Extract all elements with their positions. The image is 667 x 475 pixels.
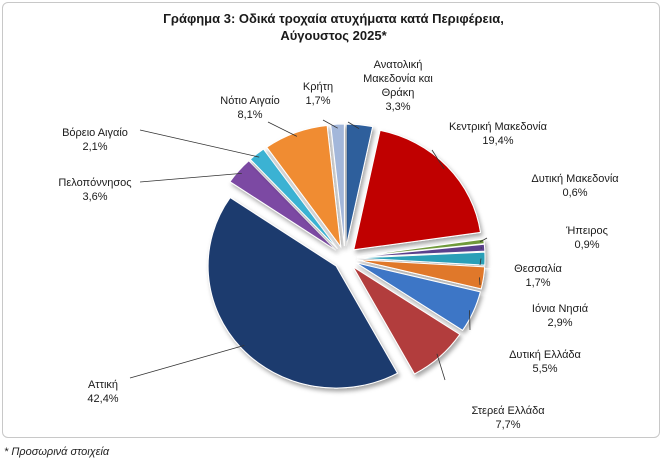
- slice-label: Ανατολική Μακεδονία και Θράκη 3,3%: [352, 58, 444, 114]
- value-label: 42,4%: [87, 393, 119, 405]
- pie-slice: [353, 129, 482, 251]
- slice-label: Στερεά Ελλάδα 7,7%: [471, 404, 544, 432]
- category-label: Δυτική Μακεδονία: [531, 173, 619, 185]
- chart-frame: [2, 2, 660, 438]
- value-label: 0,6%: [562, 187, 588, 199]
- leader-line: [139, 172, 242, 183]
- slice-label: Δυτική Μακεδονία 0,6%: [531, 172, 618, 200]
- pie-slice: [355, 262, 481, 332]
- value-label: 0,9%: [574, 239, 600, 251]
- leader-line: [436, 353, 446, 381]
- slice-label: Πελοπόννησος 3,6%: [58, 176, 131, 204]
- slice-label: Βόρειο Αιγαίο 2,1%: [62, 126, 128, 154]
- slice-label: Νότιο Αιγαίο 8,1%: [220, 94, 279, 122]
- category-label: Δυτική Ελλάδα: [509, 349, 581, 361]
- pie-slice: [356, 243, 486, 258]
- category-label: Κρήτη: [302, 81, 334, 93]
- category-label: Στερεά Ελλάδα: [471, 405, 545, 417]
- value-label: 5,5%: [532, 363, 558, 375]
- value-label: 2,9%: [547, 317, 573, 329]
- value-label: 1,7%: [525, 277, 551, 289]
- pie-slice: [356, 259, 486, 290]
- leader-line: [479, 277, 481, 286]
- category-label: Κεντρική Μακεδονία: [449, 121, 547, 133]
- leader-line: [479, 237, 488, 243]
- leader-line: [431, 149, 445, 170]
- pie-slice: [249, 148, 338, 250]
- pie-slice: [207, 196, 399, 389]
- value-label: 8,1%: [237, 109, 263, 121]
- value-label: 19,4%: [482, 135, 514, 147]
- category-label: Πελοπόννησος: [58, 177, 132, 189]
- value-label: 7,7%: [495, 419, 521, 431]
- value-label: 2,1%: [82, 141, 108, 153]
- pie-slice: [356, 251, 486, 266]
- slice-label: Κεντρική Μακεδονία 19,4%: [449, 120, 547, 148]
- category-label: Βόρειο Αιγαίο: [62, 127, 128, 139]
- leader-line: [479, 258, 482, 266]
- slice-label: Ήπειρος 0,9%: [566, 224, 608, 252]
- category-label: Νότιο Αιγαίο: [220, 95, 280, 107]
- value-label: 3,3%: [385, 101, 411, 113]
- leader-line: [267, 121, 298, 137]
- pie-slice: [345, 123, 374, 247]
- pie-slice: [352, 266, 461, 375]
- slice-label: Δυτική Ελλάδα 5,5%: [509, 348, 581, 376]
- value-label: 1,7%: [305, 95, 331, 107]
- slice-label: Αττική 42,4%: [87, 378, 118, 406]
- leader-line: [322, 119, 338, 129]
- category-label: Θεσσαλία: [514, 263, 562, 275]
- category-label: Ανατολική Μακεδονία και Θράκη: [363, 59, 433, 99]
- value-label: 3,6%: [82, 191, 108, 203]
- category-label: Ιόνια Νησιά: [531, 303, 589, 315]
- footnote: * Προσωρινά στοιχεία: [4, 446, 110, 458]
- pie-slice: [266, 124, 342, 249]
- leader-line: [347, 121, 360, 130]
- leader-line: [129, 345, 245, 379]
- category-label: Αττική: [87, 379, 119, 391]
- slice-label: Ιόνια Νησιά 2,9%: [532, 302, 588, 330]
- slice-label: Θεσσαλία 1,7%: [514, 262, 562, 290]
- category-label: Ήπειρος: [566, 225, 608, 237]
- chart-title: Γράφημα 3: Οδικά τροχαία ατυχήματα κατά …: [163, 11, 504, 43]
- leader-line: [139, 129, 260, 158]
- pie-slice: [229, 160, 337, 251]
- pie-slice: [356, 238, 485, 258]
- slice-label: Κρήτη 1,7%: [303, 80, 333, 108]
